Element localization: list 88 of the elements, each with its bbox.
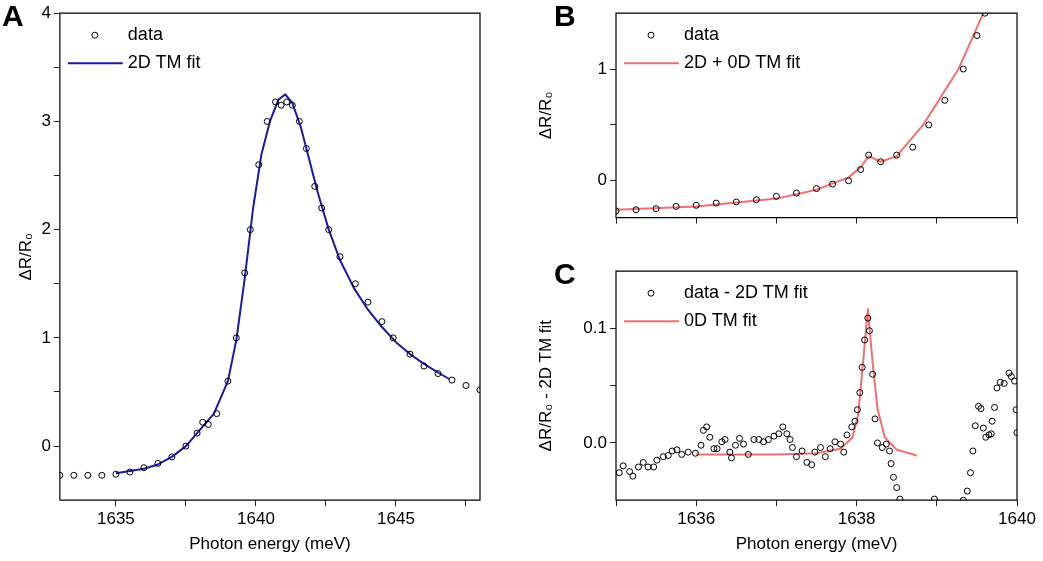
point xyxy=(232,334,240,342)
point xyxy=(672,202,680,210)
point xyxy=(255,161,263,169)
point xyxy=(193,429,201,437)
point xyxy=(732,198,740,206)
legend-label: 0D TM fit xyxy=(684,310,757,331)
point xyxy=(959,65,967,73)
point xyxy=(351,280,359,288)
point xyxy=(845,177,853,185)
point xyxy=(283,98,291,106)
point xyxy=(865,151,873,159)
y-tick-label: 0 xyxy=(41,435,51,455)
y-tick-label: 1 xyxy=(597,58,607,78)
legend-label: 2D TM fit xyxy=(127,52,201,73)
point xyxy=(692,201,700,209)
x-tick-label: 1640 xyxy=(998,509,1036,529)
point xyxy=(389,334,397,342)
point xyxy=(246,226,254,234)
point xyxy=(941,96,949,104)
point xyxy=(182,442,190,450)
x-tick-label: 1635 xyxy=(96,509,135,529)
point xyxy=(277,101,285,109)
point xyxy=(318,204,326,212)
point xyxy=(448,376,456,384)
point xyxy=(652,205,660,213)
point xyxy=(84,471,92,479)
point xyxy=(168,453,176,461)
legend-label: data xyxy=(684,24,721,45)
x-tick-label: 1640 xyxy=(237,509,275,529)
chart-title: B xyxy=(554,0,576,33)
y-tick-label: 1 xyxy=(41,327,51,347)
point xyxy=(154,459,162,467)
y-tick-label: 3 xyxy=(41,111,51,131)
point xyxy=(199,418,207,426)
point xyxy=(857,166,865,174)
point xyxy=(893,151,901,159)
y-tick-label: 0 xyxy=(597,170,607,190)
y-tick-label: 2 xyxy=(41,219,51,239)
point xyxy=(462,381,470,389)
point xyxy=(877,158,885,166)
point xyxy=(973,32,981,40)
point xyxy=(263,117,271,125)
point xyxy=(378,318,386,326)
chart-title: A xyxy=(2,0,24,33)
y-axis-title: ΔR/R₀ xyxy=(535,91,555,140)
x-tick-label: 1645 xyxy=(377,509,415,529)
legend-label: 2D + 0D TM fit xyxy=(684,52,801,73)
y-tick-label: 4 xyxy=(41,2,51,22)
point xyxy=(909,143,917,151)
chart-title: C xyxy=(554,257,576,291)
point xyxy=(420,362,428,370)
legend-label: data - 2D TM fit xyxy=(684,282,808,303)
y-axis-title: ΔR/R₀ xyxy=(15,232,35,281)
point xyxy=(204,420,212,428)
point xyxy=(325,226,333,234)
point xyxy=(98,471,106,479)
point xyxy=(434,370,442,378)
point xyxy=(813,185,820,193)
point xyxy=(925,121,933,129)
point xyxy=(295,117,303,125)
x-tick-label: 1636 xyxy=(677,509,716,529)
legend-label: data xyxy=(127,24,164,45)
point xyxy=(126,468,134,476)
x-tick-label: 1638 xyxy=(837,509,876,529)
point xyxy=(792,189,800,197)
point xyxy=(224,377,232,385)
point xyxy=(112,470,120,478)
y-tick-label: 0.0 xyxy=(583,432,607,452)
point xyxy=(311,182,319,190)
point xyxy=(406,350,414,358)
point xyxy=(213,410,221,418)
x-axis-title: Photon energy (meV) xyxy=(735,534,898,554)
point xyxy=(712,199,720,207)
point xyxy=(140,464,148,472)
point xyxy=(752,196,760,204)
point xyxy=(364,298,372,306)
point xyxy=(70,471,78,479)
y-tick-label: 0.1 xyxy=(583,318,607,338)
point xyxy=(632,206,640,214)
y-axis-title: ΔR/R₀ - 2D TM fit xyxy=(535,319,555,452)
point xyxy=(288,101,296,109)
point xyxy=(272,98,280,106)
point xyxy=(336,253,344,261)
point xyxy=(772,192,780,200)
point xyxy=(829,180,837,188)
point xyxy=(241,269,249,277)
point xyxy=(302,144,310,152)
x-axis-title: Photon energy (meV) xyxy=(189,534,351,554)
